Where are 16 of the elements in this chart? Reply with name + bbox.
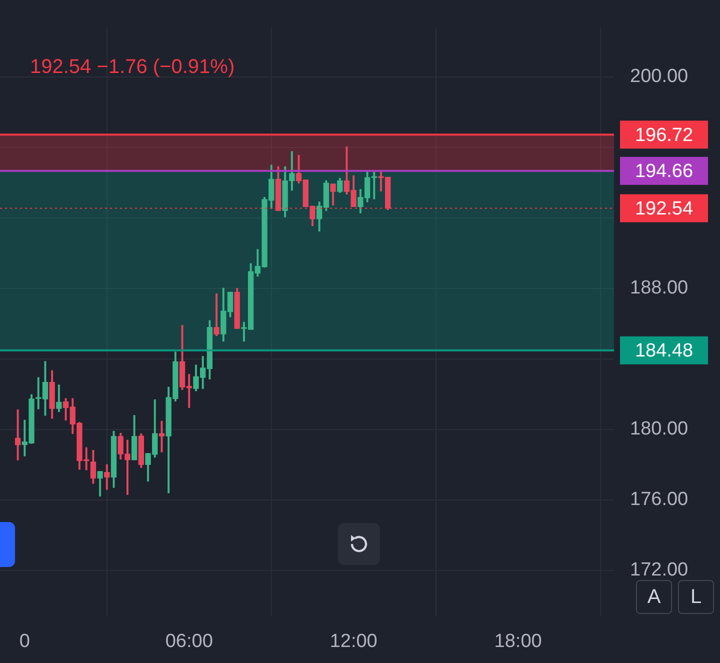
y-tick-label: 188.00 (630, 278, 688, 299)
ref-line-label: 184.48 (634, 340, 694, 362)
text: A (636, 580, 672, 614)
y-tick-label: 176.00 (630, 489, 688, 510)
y-tick-label: 172.00 (630, 560, 688, 581)
text: L (678, 580, 714, 614)
x-tick-label: 06:00 (165, 630, 213, 652)
ref-line-label: 194.66 (634, 161, 694, 182)
x-tick-label: 0 (19, 630, 30, 652)
ref-line-label: 192.54 (634, 198, 694, 220)
text: 192.54 −1.76 (−0.91%) (30, 56, 235, 79)
x-tick-label: 18:00 (494, 630, 542, 652)
y-tick-label: 180.00 (630, 418, 688, 440)
y-tick-label: 200.00 (630, 66, 688, 87)
ref-line-label: 196.72 (634, 124, 694, 146)
x-tick-label: 12:00 (330, 630, 378, 652)
